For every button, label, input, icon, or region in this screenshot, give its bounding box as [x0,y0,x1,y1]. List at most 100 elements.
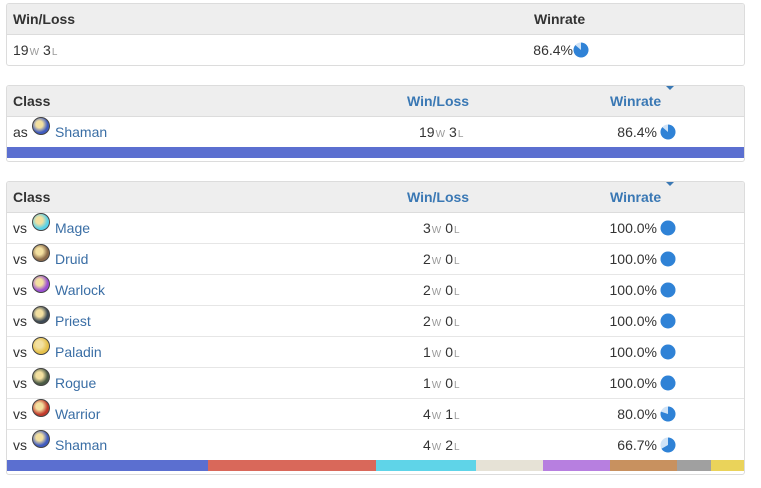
losses-unit: L [454,256,460,267]
row-losses: 2 [445,437,454,453]
row-losses: 0 [445,313,454,329]
row-winrate: 100.0% [609,220,657,236]
vs-class-header: Class Win/Loss Winrate [7,182,744,213]
as-class-rows: as Shaman 19W 3L 86.4% [7,117,744,147]
winrate-pie-icon [660,220,676,236]
as-winloss-col-header[interactable]: Win/Loss [407,93,470,109]
row-wins: 3 [423,220,431,236]
row-prefix: vs [13,437,27,453]
vs-winrate-header-label[interactable]: Winrate [610,189,662,205]
summary-winrate-pie-icon [573,42,589,58]
summary-winrate: 86.4% [533,42,573,58]
table-row: vs Warlock 2W 0L 100.0% [7,275,744,306]
winrate-pie-icon [660,282,676,298]
losses-unit: L [51,47,58,58]
winrate-pie-icon [660,124,676,140]
sort-caret-icon [666,182,675,186]
row-losses: 0 [445,220,454,236]
as-class-bar-segment [7,147,744,158]
row-winrate: 100.0% [609,313,657,329]
class-link[interactable]: Paladin [55,344,102,360]
as-winrate-col-header[interactable]: Winrate [610,86,675,116]
row-wins: 4 [423,406,431,422]
row-wins: 1 [423,375,431,391]
as-class-col-header: Class [13,93,51,109]
summary-winloss: 19W 3L [13,35,61,65]
shaman-icon [32,117,50,135]
vs-class-bar [7,460,744,471]
class-link[interactable]: Warrior [55,406,101,422]
winrate-pie-icon [660,437,676,453]
row-winrate: 66.7% [617,437,657,453]
row-losses: 3 [449,124,457,140]
wins-unit: W [431,256,442,267]
bar-segment-warlock [543,460,610,471]
class-link[interactable]: Shaman [55,124,108,140]
row-prefix: vs [13,251,27,267]
row-winrate: 100.0% [609,375,657,391]
wins-unit: W [431,225,442,236]
vs-class-rows: vs Mage 3W 0L 100.0% vs Druid 2W 0L 100.0%… [7,213,744,460]
winrate-pie-icon [660,344,676,360]
bar-segment-mage [375,460,476,471]
wins-unit: W [431,442,442,453]
as-winrate-header-label[interactable]: Winrate [610,93,662,109]
vs-winrate-col-header[interactable]: Winrate [610,182,675,212]
row-winloss: 4W 2L [423,430,464,463]
table-row: vs Mage 3W 0L 100.0% [7,213,744,244]
table-row: vs Rogue 1W 0L 100.0% [7,368,744,399]
row-losses: 0 [445,251,454,267]
bar-segment-priest [476,460,543,471]
summary-row: 19W 3L 86.4% [7,35,744,65]
table-row: as Shaman 19W 3L 86.4% [7,117,744,147]
row-winrate: 100.0% [609,344,657,360]
losses-unit: L [454,318,460,329]
class-link[interactable]: Rogue [55,375,97,391]
class-link[interactable]: Mage [55,220,91,236]
row-prefix: vs [13,344,27,360]
row-winloss: 3W 0L [423,213,464,246]
row-wins: 2 [423,282,431,298]
bar-segment-shaman [7,460,208,471]
priest-icon [32,306,50,324]
row-prefix: vs [13,220,27,236]
summary-wins: 19 [13,42,29,58]
class-link[interactable]: Warlock [55,282,106,298]
summary-winloss-header: Win/Loss [13,11,76,27]
row-losses: 1 [445,406,454,422]
wins-unit: W [435,129,446,140]
losses-unit: L [454,349,460,360]
losses-unit: L [457,129,464,140]
as-class-header: Class Win/Loss Winrate [7,86,744,117]
row-winloss: 2W 0L [423,244,464,277]
row-winrate: 100.0% [609,251,657,267]
row-prefix: vs [13,282,27,298]
druid-icon [32,244,50,262]
row-losses: 0 [445,375,454,391]
row-prefix: as [13,124,28,140]
losses-unit: L [454,287,460,298]
losses-unit: L [454,442,460,453]
row-winloss: 2W 0L [423,275,464,308]
row-winloss: 2W 0L [423,306,464,339]
class-link[interactable]: Priest [55,313,91,329]
row-winloss: 19W 3L [419,117,467,150]
winrate-pie-icon [660,251,676,267]
table-row: vs Shaman 4W 2L 66.7% [7,430,744,460]
losses-unit: L [454,225,460,236]
winrate-pie-icon [660,406,676,422]
table-row: vs Warrior 4W 1L 80.0% [7,399,744,430]
vs-winloss-col-header[interactable]: Win/Loss [407,189,470,205]
vs-class-panel: Class Win/Loss Winrate vs Mage 3W 0L 100.… [6,181,745,475]
vs-class-col-header: Class [13,189,51,205]
row-prefix: vs [13,375,27,391]
row-wins: 2 [423,251,431,267]
summary-header: Win/Loss Winrate [7,4,744,35]
class-link[interactable]: Druid [55,251,89,267]
row-winrate: 80.0% [617,406,657,422]
class-link[interactable]: Shaman [55,437,108,453]
bar-segment-druid [610,460,677,471]
wins-unit: W [431,287,442,298]
table-row: vs Paladin 1W 0L 100.0% [7,337,744,368]
table-row: vs Priest 2W 0L 100.0% [7,306,744,337]
